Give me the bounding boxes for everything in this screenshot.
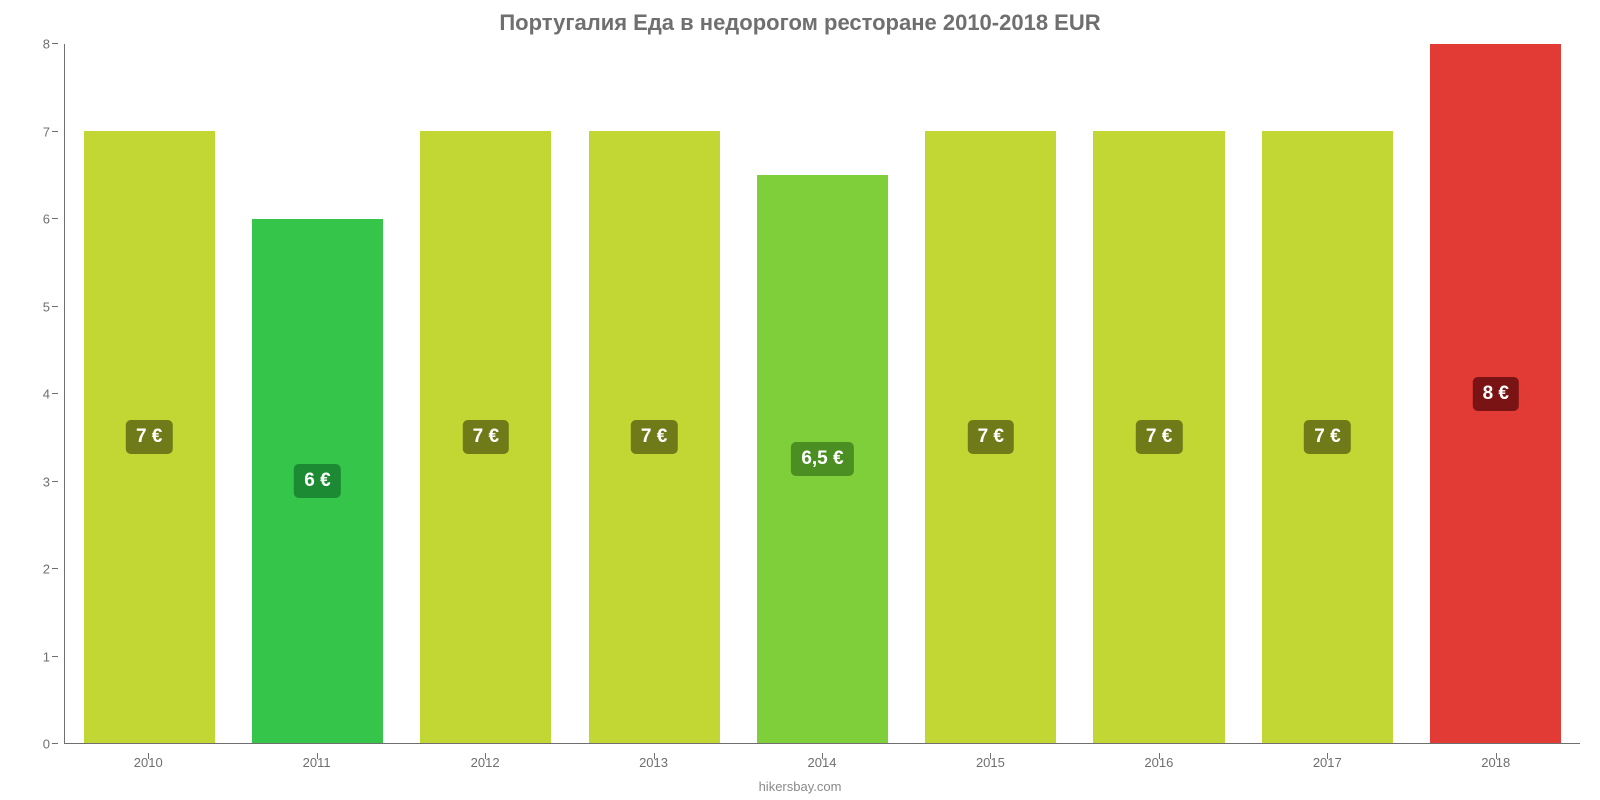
y-tick-mark bbox=[52, 131, 58, 132]
x-tick-label: 2018 bbox=[1412, 755, 1580, 770]
x-tick-mark bbox=[990, 753, 991, 759]
bar: 7 € bbox=[1093, 131, 1224, 743]
bar-value-label: 7 € bbox=[1304, 420, 1350, 454]
y-tick-mark bbox=[52, 218, 58, 219]
bar-value-label: 8 € bbox=[1473, 377, 1519, 411]
bar: 7 € bbox=[420, 131, 551, 743]
x-tick-label: 2014 bbox=[738, 755, 906, 770]
bar-slot: 6,5 € bbox=[738, 44, 906, 743]
bar-slot: 7 € bbox=[1075, 44, 1243, 743]
y-tick-mark bbox=[52, 481, 58, 482]
y-tick-label: 6 bbox=[43, 212, 50, 227]
x-tick-label: 2013 bbox=[569, 755, 737, 770]
x-tick-mark bbox=[485, 753, 486, 759]
x-tick-label: 2015 bbox=[906, 755, 1074, 770]
bar-value-label: 7 € bbox=[1136, 420, 1182, 454]
bars-group: 7 € 6 € 7 € 7 € 6,5 € 7 € 7 € 7 € 8 € bbox=[65, 44, 1580, 743]
y-tick-mark bbox=[52, 43, 58, 44]
chart-container: Португалия Еда в недорогом ресторане 201… bbox=[0, 0, 1600, 800]
y-tick-label: 0 bbox=[43, 737, 50, 752]
y-tick-label: 7 bbox=[43, 124, 50, 139]
y-tick-label: 1 bbox=[43, 649, 50, 664]
bar: 8 € bbox=[1430, 44, 1561, 743]
x-tick-label: 2011 bbox=[232, 755, 400, 770]
bar: 6,5 € bbox=[757, 175, 888, 743]
bar: 7 € bbox=[589, 131, 720, 743]
bar-value-label: 7 € bbox=[968, 420, 1014, 454]
x-tick-mark bbox=[1496, 753, 1497, 759]
x-axis: 201020112012201320142015201620172018 bbox=[64, 755, 1580, 770]
bar-value-label: 6 € bbox=[294, 464, 340, 498]
bar-value-label: 6,5 € bbox=[791, 442, 853, 476]
y-tick-mark bbox=[52, 568, 58, 569]
bar-slot: 7 € bbox=[1243, 44, 1411, 743]
y-tick-label: 4 bbox=[43, 387, 50, 402]
bar: 7 € bbox=[84, 131, 215, 743]
x-tick-label: 2010 bbox=[64, 755, 232, 770]
plot-container: 012345678 7 €6 €7 €7 €6,5 €7 €7 €7 €8 € … bbox=[20, 44, 1580, 744]
bar-slot: 8 € bbox=[1412, 44, 1580, 743]
y-tick-label: 3 bbox=[43, 474, 50, 489]
bar-slot: 6 € bbox=[233, 44, 401, 743]
bar: 6 € bbox=[252, 219, 383, 743]
x-tick-mark bbox=[1327, 753, 1328, 759]
x-tick-mark bbox=[148, 753, 149, 759]
y-tick-mark bbox=[52, 393, 58, 394]
y-tick-mark bbox=[52, 306, 58, 307]
bar-value-label: 7 € bbox=[463, 420, 509, 454]
y-tick-label: 5 bbox=[43, 299, 50, 314]
x-tick-label: 2012 bbox=[401, 755, 569, 770]
bar-slot: 7 € bbox=[402, 44, 570, 743]
bar-slot: 7 € bbox=[570, 44, 738, 743]
bar-slot: 7 € bbox=[907, 44, 1075, 743]
y-tick-label: 8 bbox=[43, 37, 50, 52]
y-tick-mark bbox=[52, 656, 58, 657]
y-axis: 012345678 bbox=[20, 44, 64, 744]
x-tick-mark bbox=[654, 753, 655, 759]
x-tick-mark bbox=[1159, 753, 1160, 759]
y-tick-mark bbox=[52, 743, 58, 744]
chart-credit: hikersbay.com bbox=[0, 779, 1600, 794]
chart-title: Португалия Еда в недорогом ресторане 201… bbox=[20, 10, 1580, 36]
bar-value-label: 7 € bbox=[126, 420, 172, 454]
bar: 7 € bbox=[1262, 131, 1393, 743]
x-tick-label: 2017 bbox=[1243, 755, 1411, 770]
bar-slot: 7 € bbox=[65, 44, 233, 743]
bar: 7 € bbox=[925, 131, 1056, 743]
x-tick-label: 2016 bbox=[1075, 755, 1243, 770]
x-tick-mark bbox=[317, 753, 318, 759]
x-tick-mark bbox=[822, 753, 823, 759]
y-tick-label: 2 bbox=[43, 562, 50, 577]
bar-value-label: 7 € bbox=[631, 420, 677, 454]
plot-area: 7 € 6 € 7 € 7 € 6,5 € 7 € 7 € 7 € 8 € bbox=[64, 44, 1580, 744]
